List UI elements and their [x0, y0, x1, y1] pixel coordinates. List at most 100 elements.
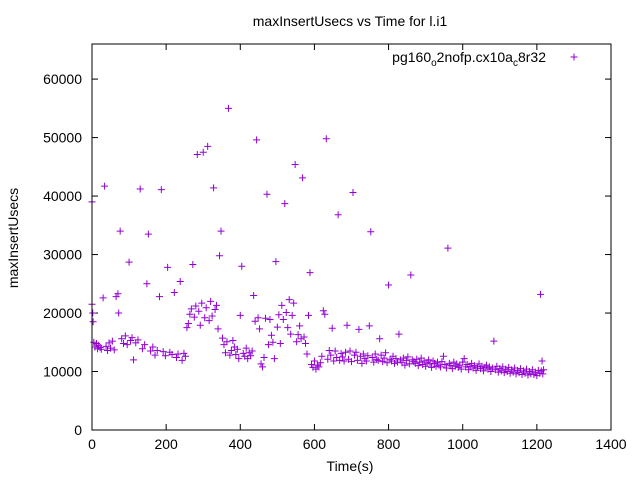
data-point	[538, 357, 546, 365]
data-point	[232, 351, 240, 359]
data-point	[431, 359, 439, 367]
data-point	[485, 363, 493, 371]
data-point	[189, 260, 197, 268]
data-point	[120, 339, 128, 347]
data-point	[376, 335, 384, 343]
data-point	[226, 351, 234, 359]
data-point	[391, 359, 399, 367]
data-point	[524, 371, 532, 379]
data-point	[144, 230, 152, 238]
data-point	[251, 317, 259, 325]
data-point	[309, 363, 317, 371]
data-point	[442, 364, 450, 372]
data-point	[187, 305, 195, 313]
data-point	[404, 353, 412, 361]
data-point	[457, 365, 465, 373]
data-point	[211, 306, 219, 314]
data-point	[521, 369, 529, 377]
data-point	[392, 355, 400, 363]
data-point	[123, 341, 131, 349]
data-point	[346, 347, 354, 355]
data-point	[195, 307, 203, 315]
data-point	[273, 323, 281, 331]
data-point	[315, 363, 323, 371]
data-point	[248, 347, 256, 355]
data-point	[531, 368, 539, 376]
plot-frame	[91, 43, 612, 431]
data-point	[348, 358, 355, 366]
data-point	[434, 358, 442, 366]
data-point	[304, 311, 312, 319]
data-point	[296, 322, 304, 330]
legend-label-series-1: pg160o2nofp.cx10ac8r32	[392, 49, 546, 69]
data-point	[306, 269, 314, 277]
data-point	[407, 271, 415, 279]
data-point	[116, 227, 124, 235]
data-point	[349, 189, 357, 197]
data-point	[218, 334, 226, 342]
data-point	[284, 324, 292, 332]
data-point	[245, 349, 253, 357]
data-point	[518, 370, 526, 378]
data-point	[540, 366, 548, 374]
data-point	[227, 346, 235, 354]
data-point	[405, 360, 413, 368]
data-point	[184, 320, 192, 328]
data-point	[302, 339, 310, 347]
data-point	[102, 342, 110, 350]
data-point	[186, 310, 194, 318]
data-point	[423, 359, 431, 367]
data-point	[279, 315, 287, 323]
data-point	[450, 358, 458, 366]
data-point	[386, 355, 394, 363]
x-tick-label: 600	[303, 436, 327, 452]
data-point	[114, 290, 122, 298]
y-tick-label: 40000	[43, 188, 82, 204]
data-point	[183, 324, 191, 332]
data-point	[250, 291, 258, 299]
data-point	[419, 360, 427, 368]
data-point	[89, 318, 97, 326]
data-point	[368, 353, 376, 361]
data-point	[233, 345, 241, 353]
data-point	[402, 356, 410, 364]
data-point	[128, 334, 136, 342]
data-point	[343, 321, 351, 329]
x-tick-label: 800	[377, 436, 401, 452]
data-point	[221, 349, 229, 357]
data-point	[322, 135, 330, 143]
data-point	[395, 330, 403, 338]
data-point	[479, 367, 487, 375]
data-point	[512, 370, 520, 378]
data-point	[303, 350, 311, 358]
data-point	[500, 369, 508, 377]
data-point	[272, 258, 280, 266]
data-point	[300, 333, 308, 341]
data-point	[466, 362, 474, 370]
data-point	[438, 358, 446, 366]
data-point	[333, 353, 341, 361]
data-point	[288, 311, 296, 319]
data-point	[266, 315, 274, 323]
data-point	[488, 364, 496, 372]
x-tick-label: 400	[229, 436, 253, 452]
data-point	[463, 360, 471, 368]
data-point	[472, 366, 480, 374]
data-point	[267, 331, 275, 339]
data-point	[270, 355, 278, 363]
data-point	[213, 301, 221, 309]
data-point	[330, 357, 338, 365]
legend-marker-series-1	[570, 53, 578, 61]
data-point	[178, 356, 186, 364]
data-point	[321, 310, 329, 318]
data-point	[327, 351, 335, 359]
data-point	[253, 136, 261, 144]
data-point	[318, 352, 326, 360]
data-point	[497, 367, 505, 375]
data-point	[149, 343, 157, 351]
data-point	[396, 356, 404, 364]
data-point	[370, 358, 378, 366]
data-point	[235, 355, 243, 363]
data-point	[316, 359, 324, 367]
data-point	[282, 308, 290, 316]
